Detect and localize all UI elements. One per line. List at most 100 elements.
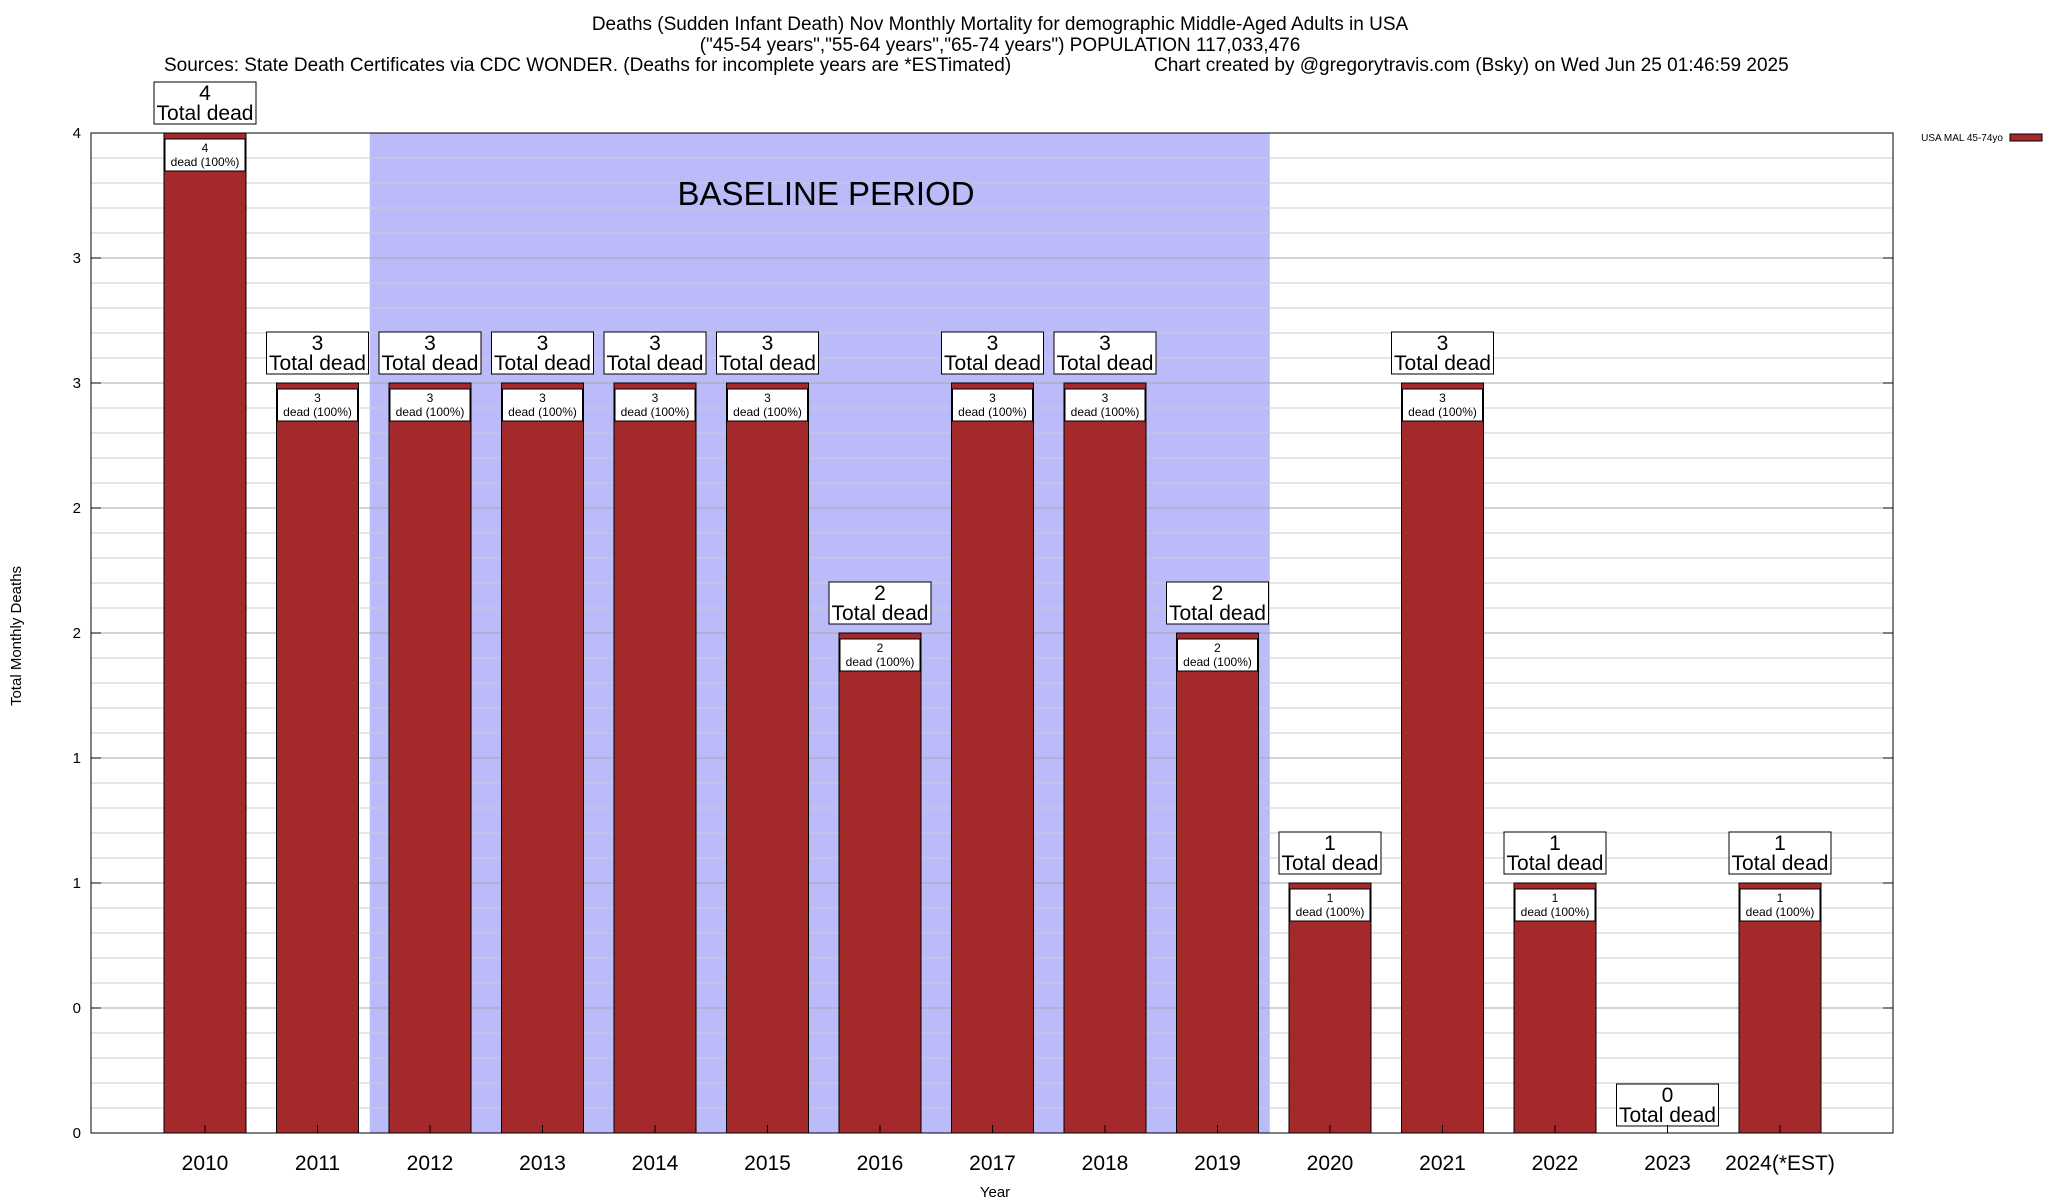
top-label-text: Total dead (719, 352, 816, 375)
inner-label-count: 3 (989, 391, 996, 405)
inner-label-text: dead (100%) (1746, 905, 1815, 919)
baseline-period-label: BASELINE PERIOD (677, 175, 974, 212)
top-label-text: Total dead (607, 352, 704, 375)
chart-title-line-1: Deaths (Sudden Infant Death) Nov Monthly… (592, 14, 1409, 35)
inner-label-text: dead (100%) (283, 405, 352, 419)
top-label-text: Total dead (1169, 602, 1266, 625)
y-tick-label: 0 (73, 1125, 81, 1142)
top-label-text: Total dead (157, 102, 254, 125)
y-tick-label: 3 (73, 250, 81, 267)
bar-2021 (1401, 382, 1484, 1134)
top-label-box (1053, 331, 1157, 375)
y-tick-label: 2 (73, 500, 81, 517)
inner-label-count: 2 (877, 641, 884, 655)
chart-title-line-2: ("45-54 years","55-64 years","65-74 year… (700, 35, 1301, 56)
x-tick-label: 2024(*EST) (1725, 1152, 1835, 1175)
inner-label-count: 3 (764, 391, 771, 405)
inner-label-box (164, 138, 246, 172)
bar-2014 (613, 382, 697, 1134)
inner-label-text: dead (100%) (1408, 405, 1477, 419)
top-label-box (941, 331, 1044, 375)
inner-label-text: dead (100%) (733, 405, 802, 419)
x-tick-label: 2014 (632, 1152, 679, 1175)
top-label-count: 4 (199, 82, 211, 105)
inner-label-box (839, 638, 921, 672)
bar-2020 (1288, 882, 1372, 1134)
x-tick-label: 2011 (295, 1152, 340, 1175)
legend: USA MAL 45-74yo (1921, 133, 2043, 144)
x-tick-label: 2010 (182, 1152, 229, 1175)
top-label-box (1728, 831, 1832, 875)
x-tick-label: 2020 (1307, 1152, 1354, 1175)
inner-label-count: 3 (427, 391, 434, 405)
legend-label: USA MAL 45-74yo (1921, 133, 2003, 144)
top-label-count: 3 (762, 332, 774, 355)
inner-label-text: dead (100%) (1183, 655, 1252, 669)
legend-swatch (2009, 133, 2043, 142)
inner-label-box (1739, 888, 1821, 922)
bar-2015 (726, 382, 809, 1134)
y-tick-label: 1 (73, 750, 81, 767)
inner-label-box (727, 388, 808, 422)
inner-label-count: 3 (539, 391, 546, 405)
inner-label-text: dead (100%) (1296, 905, 1365, 919)
bar-2018 (1063, 382, 1147, 1134)
top-label-box (378, 331, 482, 375)
x-tick-label: 2021 (1419, 1152, 1466, 1175)
x-tick-label: 2016 (857, 1152, 904, 1175)
inner-label-box (1402, 388, 1483, 422)
bar-2019 (1176, 632, 1259, 1134)
top-label-text: Total dead (382, 352, 479, 375)
top-label-box (1278, 831, 1382, 875)
x-tick-label: 2013 (519, 1152, 566, 1175)
y-tick-label: 3 (73, 375, 81, 392)
top-label-count: 3 (1437, 332, 1449, 355)
y-tick-label: 4 (73, 125, 81, 142)
y-axis-title: Total Monthly Deaths (8, 566, 25, 706)
top-label-count: 3 (1099, 332, 1111, 355)
top-label-count: 3 (987, 332, 999, 355)
inner-label-box (1289, 888, 1371, 922)
bar-2022 (1513, 882, 1597, 1134)
inner-label-count: 2 (1214, 641, 1221, 655)
top-label-count: 2 (874, 582, 886, 605)
y-tick-label: 0 (73, 1000, 81, 1017)
x-tick-label: 2023 (1644, 1152, 1691, 1175)
top-label-text: Total dead (944, 352, 1041, 375)
inner-label-text: dead (100%) (846, 655, 915, 669)
bar-2017 (951, 382, 1034, 1134)
top-label-text: Total dead (269, 352, 366, 375)
top-label-box (1503, 831, 1607, 875)
top-label-count: 3 (649, 332, 661, 355)
inner-label-box (389, 388, 471, 422)
x-axis-title: Year (980, 1184, 1010, 1200)
chart-sources: Sources: State Death Certificates via CD… (164, 55, 1011, 76)
inner-label-box (1514, 888, 1596, 922)
x-tick-label: 2022 (1532, 1152, 1579, 1175)
bar-2024(*EST) (1738, 882, 1822, 1134)
top-label-box (828, 581, 932, 625)
top-label-text: Total dead (1732, 852, 1829, 875)
bar-2011 (276, 382, 359, 1134)
top-label-text: Total dead (1394, 352, 1491, 375)
